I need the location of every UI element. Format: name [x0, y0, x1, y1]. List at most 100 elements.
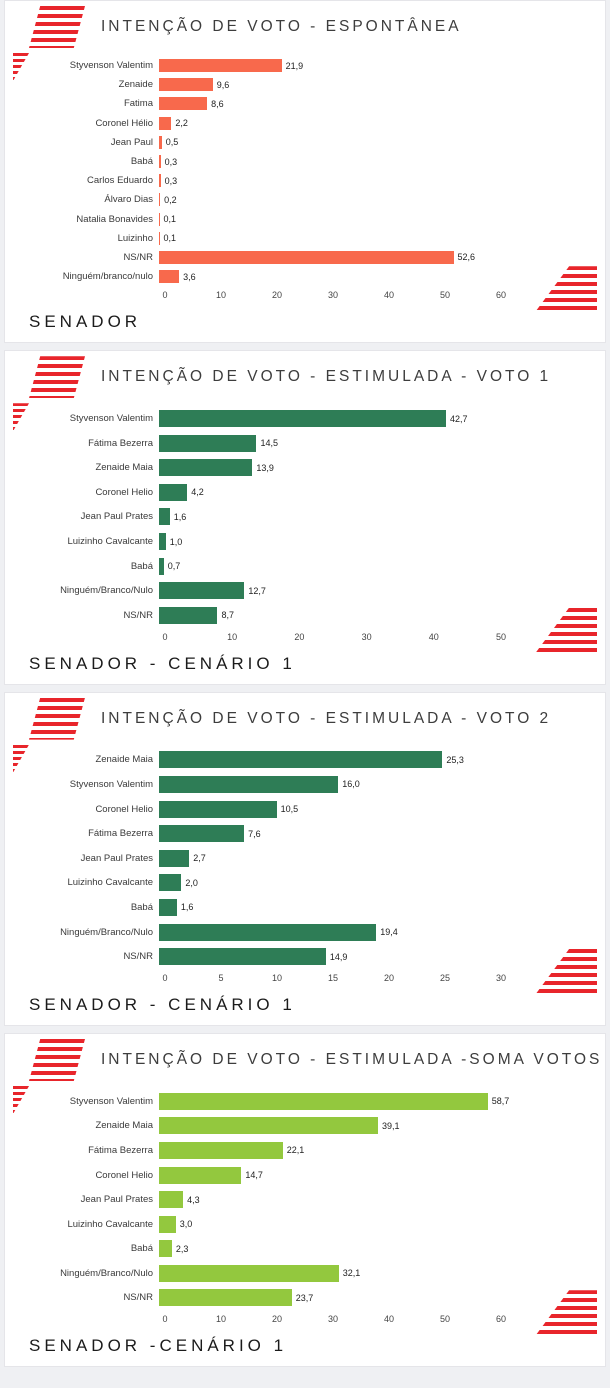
- chart-title: INTENÇÃO DE VOTO - ESTIMULADA - VOTO 2: [101, 709, 552, 727]
- bar-row: Jean Paul Prates 2,7: [27, 846, 605, 871]
- value-label: 19,4: [380, 927, 398, 938]
- chart-title: INTENÇÃO DE VOTO - ESPONTÂNEA: [101, 18, 462, 35]
- bar-row: Coronel Helio 10,5: [27, 797, 605, 822]
- value-label: 4,2: [191, 487, 204, 498]
- bar: [159, 174, 161, 188]
- bar: [159, 557, 164, 575]
- bar-track: 1,0: [159, 533, 495, 551]
- axis-tick-label: 50: [439, 1314, 451, 1325]
- category-label: Coronel Hélio: [95, 117, 153, 129]
- value-label: 1,6: [173, 511, 187, 522]
- bar: [159, 1289, 292, 1307]
- category-label: Coronel Helio: [95, 803, 153, 815]
- bar: [159, 948, 326, 966]
- value-label: 14,9: [329, 951, 348, 962]
- brand-stripes-logo-icon: [29, 697, 85, 740]
- axis-tick-label: 40: [383, 290, 395, 301]
- axis-tick-label: 30: [327, 290, 339, 301]
- category-label: Babá: [130, 1243, 153, 1255]
- bar-chart: Styvenson Valentim 21,9 Zenaide 9,6 Fatima 8,…: [5, 56, 605, 304]
- bar-track: 3,6: [159, 270, 495, 284]
- bar-rows: Styvenson Valentim 21,9 Zenaide 9,6 Fatima 8,…: [5, 56, 605, 286]
- axis-tick-label: 0: [162, 1314, 168, 1325]
- chart-card-estimulada-soma: INTENÇÃO DE VOTO - ESTIMULADA -SOMA VOTO…: [4, 1032, 606, 1368]
- axis-tick-label: 30: [495, 972, 507, 983]
- value-label: 0,7: [167, 561, 181, 572]
- category-label: Carlos Eduardo: [86, 175, 153, 187]
- bar-track: 14,9: [159, 948, 495, 966]
- bar-track: 0,1: [159, 231, 495, 245]
- bar-track: 2,7: [159, 849, 495, 867]
- bar: [159, 825, 245, 843]
- bar-track: 8,7: [159, 606, 495, 624]
- chart-header: INTENÇÃO DE VOTO - ESTIMULADA - VOTO 1: [5, 351, 605, 400]
- bar-row: Fatima 8,6: [27, 94, 605, 113]
- bar-row: Luizinho Cavalcante 2,0: [27, 871, 605, 896]
- bar-row: Luizinho 0,1: [27, 229, 605, 248]
- bar: [159, 1215, 176, 1233]
- category-label: Styvenson Valentim: [69, 413, 153, 425]
- value-label: 1,6: [180, 902, 194, 913]
- bar-row: Zenaide Maia 39,1: [27, 1114, 605, 1139]
- bar-row: Styvenson Valentim 21,9: [27, 56, 605, 75]
- x-axis: 0 10 20 30 40 50 60: [162, 1314, 506, 1328]
- axis-tick-label: 50: [439, 290, 451, 301]
- bar-row: Coronel Hélio 2,2: [27, 114, 605, 133]
- bar-track: 58,7: [159, 1092, 509, 1110]
- axis-tick-label: 5: [218, 972, 224, 983]
- bar-row: Zenaide Maia 25,3: [27, 748, 605, 773]
- bar-track: 19,4: [159, 923, 495, 941]
- axis-tick-label: 15: [327, 972, 339, 983]
- category-label: Coronel Helio: [95, 1169, 153, 1181]
- bar-row: NS/NR 14,9: [27, 944, 605, 969]
- chart-card-espontanea: INTENÇÃO DE VOTO - ESPONTÂNEA Styvenson …: [4, 0, 606, 344]
- value-label: 10,5: [280, 804, 299, 815]
- axis-tick-label: 10: [271, 972, 283, 983]
- bar: [159, 533, 166, 551]
- bar: [159, 1240, 172, 1258]
- bar-track: 0,2: [159, 193, 495, 207]
- bar-track: 21,9: [159, 59, 495, 73]
- value-label: 42,7: [449, 413, 468, 424]
- category-label: Natalia Bonavides: [76, 213, 153, 225]
- bar: [159, 582, 245, 600]
- category-label: Zenaide: [118, 79, 153, 91]
- category-label: Ninguém/Branco/Nulo: [60, 1267, 153, 1279]
- bar-chart: Styvenson Valentim 42,7 Fátima Bezerra 14,5…: [5, 406, 605, 645]
- bar-row: Babá 1,6: [27, 895, 605, 920]
- axis-tick-label: 0: [162, 631, 168, 642]
- bar-row: Coronel Helio 14,7: [27, 1163, 605, 1188]
- value-label: 3,0: [179, 1219, 193, 1230]
- bar: [159, 874, 182, 892]
- value-label: 0,1: [163, 214, 177, 225]
- value-label: 58,7: [491, 1096, 510, 1107]
- bar-row: Styvenson Valentim 58,7: [27, 1089, 605, 1114]
- axis-tick-label: 0: [162, 290, 168, 301]
- bar-track: 39,1: [159, 1117, 495, 1135]
- bar: [159, 1092, 488, 1110]
- bar: [159, 849, 190, 867]
- bar: [159, 508, 170, 526]
- value-label: 2,2: [175, 118, 188, 129]
- bar-track: 32,1: [159, 1264, 495, 1282]
- bar-track: 7,6: [159, 825, 495, 843]
- bar: [159, 483, 188, 501]
- value-label: 7,6: [248, 828, 261, 839]
- chart-title: INTENÇÃO DE VOTO - ESTIMULADA -SOMA VOTO…: [101, 1050, 603, 1068]
- value-label: 16,0: [342, 779, 360, 790]
- bar-track: 9,6: [159, 78, 495, 92]
- chart-card-estimulada-voto2: INTENÇÃO DE VOTO - ESTIMULADA - VOTO 2 Z…: [4, 691, 606, 1026]
- category-label: Jean Paul: [110, 136, 153, 148]
- bar-row: Jean Paul 0,5: [27, 133, 605, 152]
- category-label: Zenaide Maia: [95, 754, 153, 766]
- bar: [159, 434, 257, 452]
- bar-row: Styvenson Valentim 42,7: [27, 406, 605, 431]
- axis-tick-label: 20: [294, 631, 305, 642]
- bar-row: Zenaide 9,6: [27, 75, 605, 94]
- bar: [159, 800, 277, 818]
- axis-tick-label: 60: [495, 290, 507, 301]
- bar: [159, 606, 218, 624]
- value-label: 8,7: [221, 610, 234, 621]
- bar-rows: Styvenson Valentim 58,7 Zenaide Maia 39,1 Fá…: [5, 1089, 605, 1310]
- bar-row: NS/NR 52,6: [27, 248, 605, 267]
